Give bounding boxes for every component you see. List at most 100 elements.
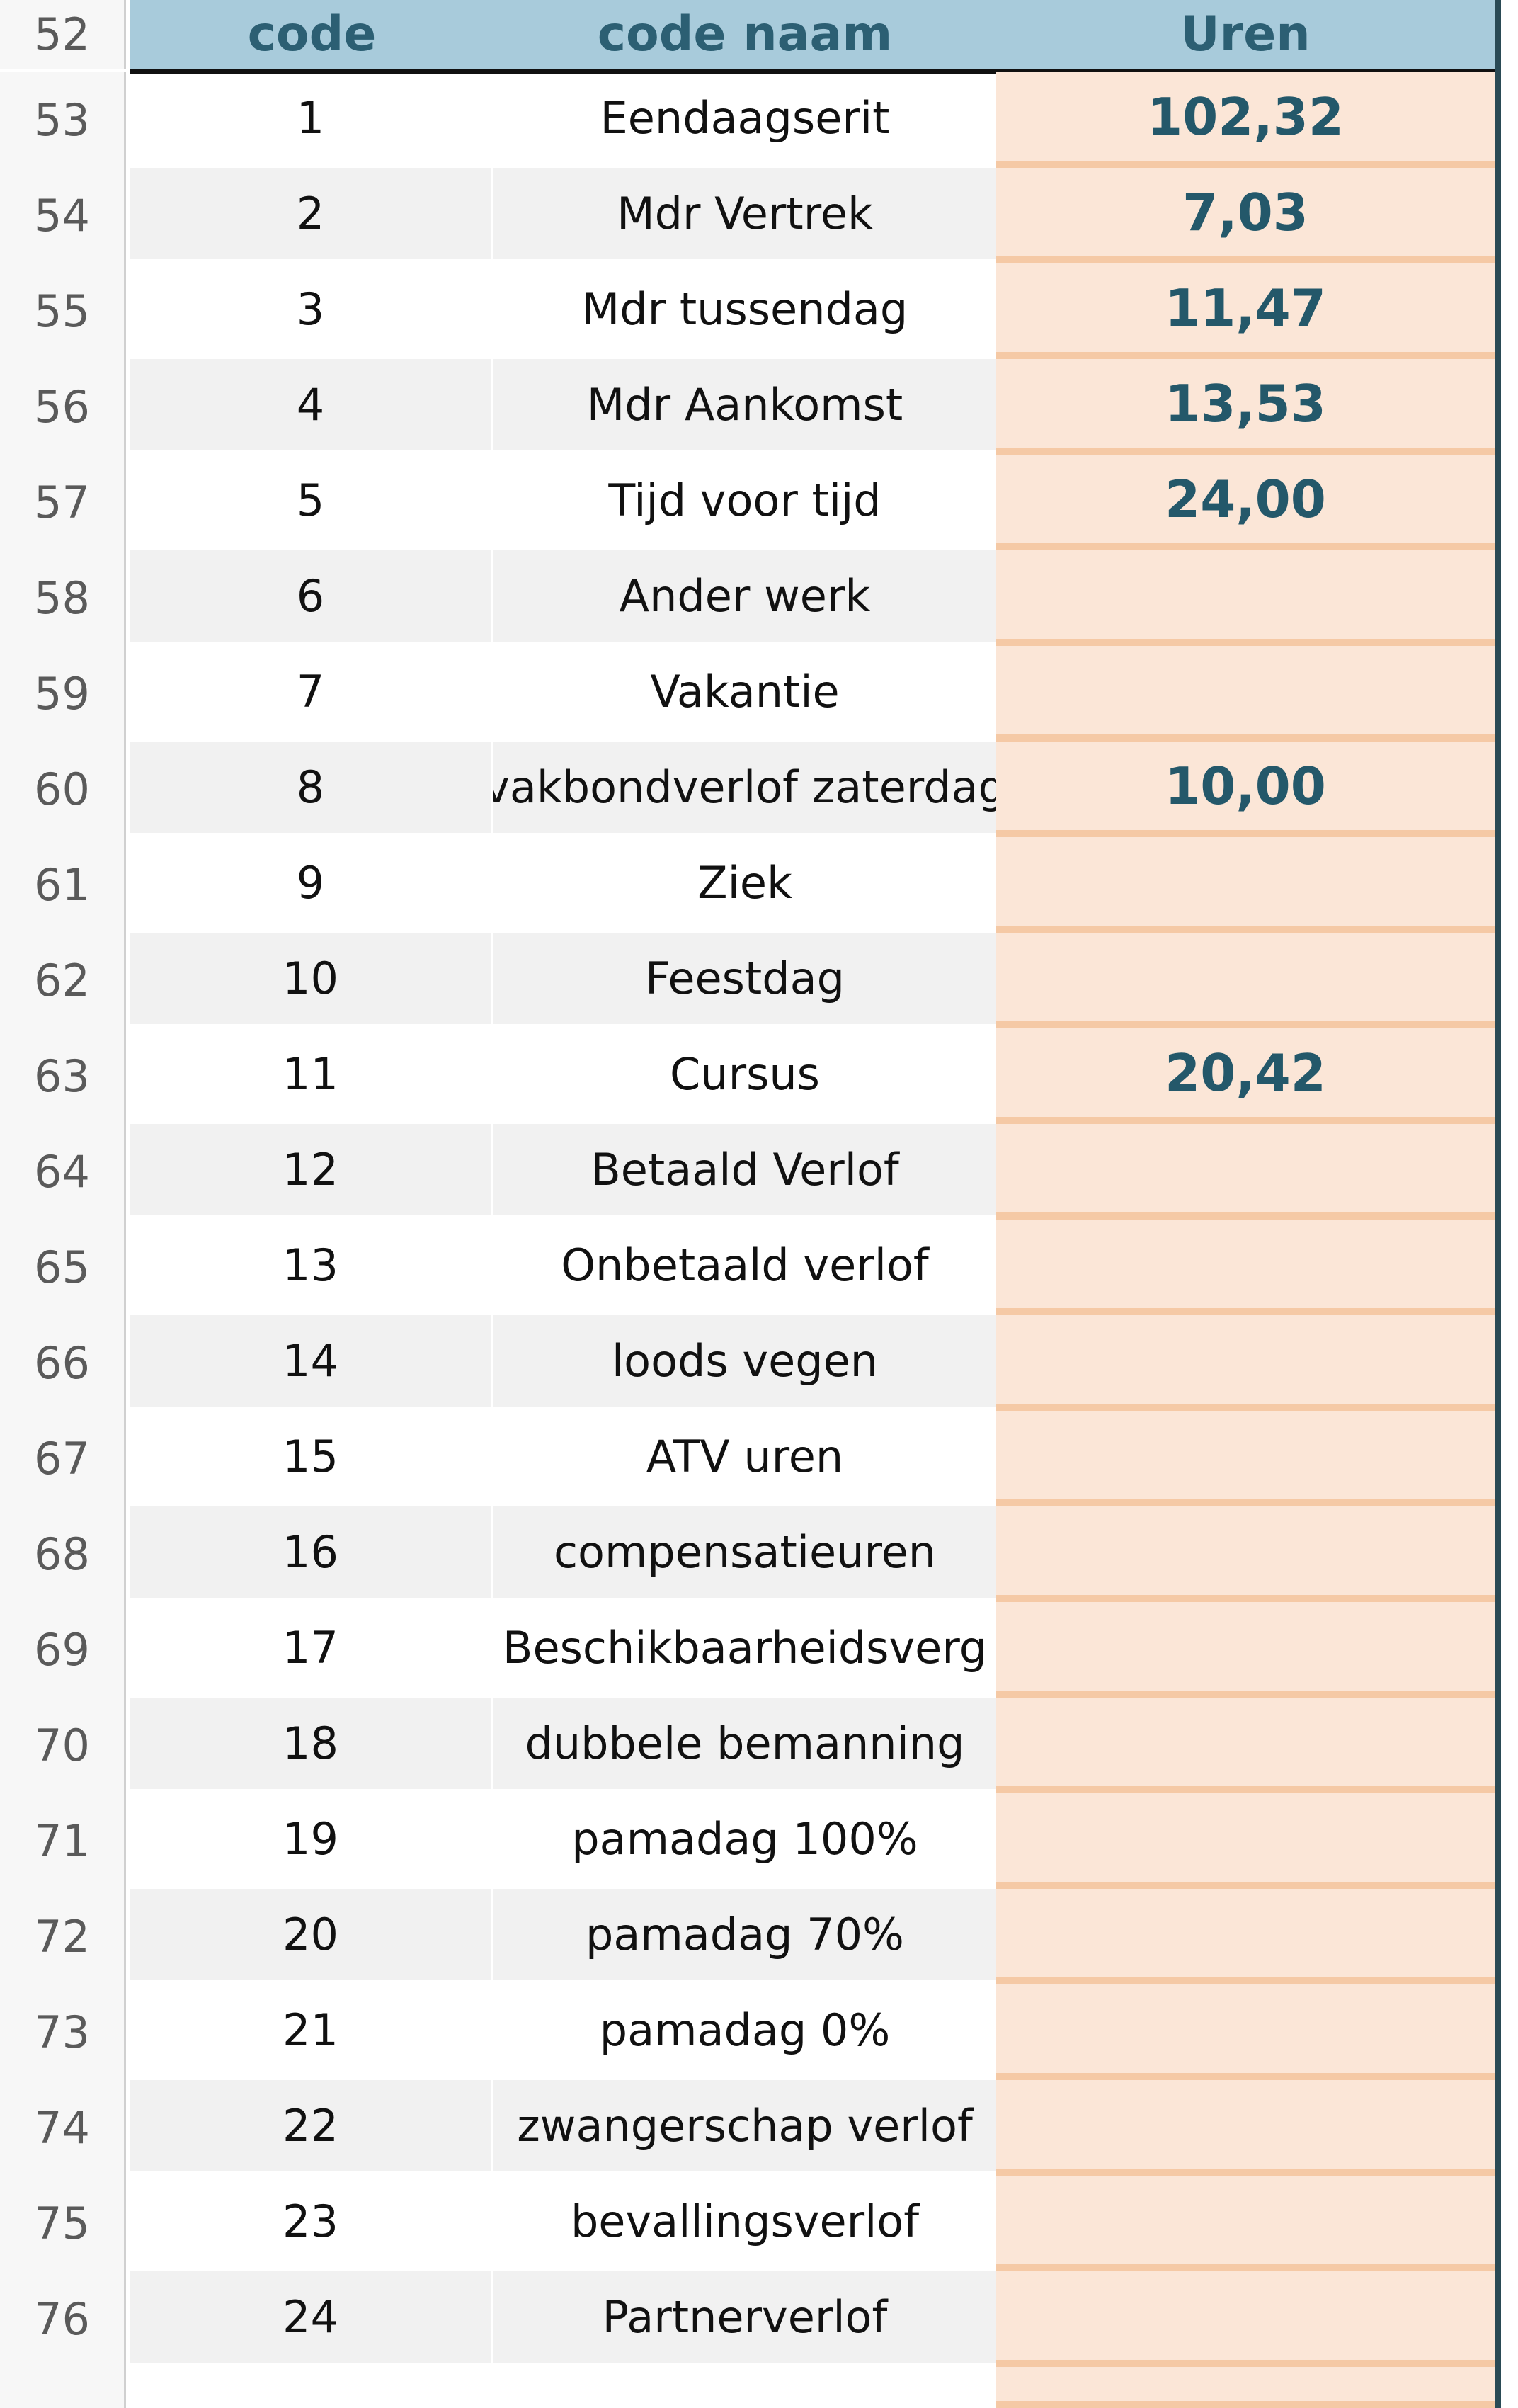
name-cell[interactable]: Eendaagserit xyxy=(600,92,890,144)
hours-cell[interactable] xyxy=(996,1506,1495,1602)
column-header[interactable]: code xyxy=(130,0,493,69)
hours-cell[interactable]: 13,53 xyxy=(996,359,1495,455)
row-number[interactable]: 72 xyxy=(0,1889,126,1984)
name-cell[interactable]: vakbondverlof zaterdag xyxy=(493,742,996,833)
name-cell[interactable]: Betaald Verlof xyxy=(493,1124,996,1215)
hours-cell[interactable] xyxy=(996,1315,1495,1411)
hours-cell[interactable] xyxy=(996,1124,1495,1220)
code-cell[interactable]: 24 xyxy=(130,2271,491,2363)
code-cell[interactable]: 1 xyxy=(296,92,325,144)
name-cell[interactable]: Mdr tussendag xyxy=(581,283,908,335)
code-cell[interactable]: 18 xyxy=(130,1698,491,1789)
row-number[interactable]: 65 xyxy=(0,1220,126,1315)
name-cell[interactable]: Feestdag xyxy=(493,933,996,1024)
name-cell[interactable]: pamadag 0% xyxy=(599,2004,891,2056)
code-cell[interactable]: 6 xyxy=(130,550,491,642)
row-number[interactable]: 64 xyxy=(0,1124,126,1220)
hours-cell[interactable] xyxy=(996,646,1495,742)
row-number[interactable]: 61 xyxy=(0,837,126,933)
hours-cell[interactable] xyxy=(996,550,1495,646)
code-cell[interactable]: 7 xyxy=(296,666,325,717)
name-cell[interactable]: Mdr Vertrek xyxy=(493,168,996,259)
name-cell[interactable]: loods vegen xyxy=(493,1315,996,1407)
row-number[interactable]: 60 xyxy=(0,742,126,837)
hours-cell[interactable]: 102,32 xyxy=(996,72,1495,168)
row-number[interactable]: 62 xyxy=(0,933,126,1028)
row-number[interactable]: 75 xyxy=(0,2176,126,2271)
row-number[interactable]: 56 xyxy=(0,359,126,455)
name-cell[interactable]: bevallingsverlof xyxy=(570,2196,920,2247)
code-cell[interactable]: 10 xyxy=(130,933,491,1024)
name-cell[interactable]: pamadag 100% xyxy=(571,1813,918,1865)
hours-cell[interactable] xyxy=(996,2176,1495,2271)
name-cell[interactable]: Ziek xyxy=(697,857,792,909)
name-cell[interactable]: Ander werk xyxy=(493,550,996,642)
hours-cell[interactable] xyxy=(996,1793,1495,1889)
row-number[interactable]: 71 xyxy=(0,1793,126,1889)
name-cell[interactable]: pamadag 70% xyxy=(493,1889,996,1980)
row-number[interactable]: 69 xyxy=(0,1602,126,1698)
row-number[interactable]: 52 xyxy=(0,0,126,69)
name-cell[interactable]: Beschikbaarheidsverg xyxy=(502,1622,988,1674)
hours-cell[interactable]: 7,03 xyxy=(996,168,1495,263)
name-cell[interactable]: Onbetaald verlof xyxy=(561,1239,929,1291)
column-header[interactable]: code naam xyxy=(493,0,996,69)
code-cell[interactable]: 13 xyxy=(283,1239,338,1291)
hours-cell[interactable] xyxy=(996,1602,1495,1698)
name-cell[interactable]: ATV uren xyxy=(646,1431,844,1482)
row-number[interactable]: 67 xyxy=(0,1411,126,1506)
code-cell[interactable]: 3 xyxy=(296,283,325,335)
code-cell[interactable]: 11 xyxy=(283,1048,338,1100)
hours-cell[interactable] xyxy=(996,933,1495,1028)
row-number[interactable]: 59 xyxy=(0,646,126,742)
name-cell[interactable]: Vakantie xyxy=(650,666,840,717)
row-number[interactable]: 73 xyxy=(0,1984,126,2080)
code-cell[interactable]: 15 xyxy=(283,1431,338,1482)
hours-cell[interactable] xyxy=(996,1984,1495,2080)
hours-cell[interactable]: 10,00 xyxy=(996,742,1495,837)
column-header[interactable]: Uren xyxy=(996,0,1495,69)
row-number[interactable]: 57 xyxy=(0,455,126,550)
row-number[interactable]: 53 xyxy=(0,72,126,168)
hours-cell[interactable]: 11,47 xyxy=(996,263,1495,359)
row-number[interactable]: 76 xyxy=(0,2271,126,2367)
code-cell[interactable]: 21 xyxy=(283,2004,338,2056)
hours-cell[interactable] xyxy=(996,1889,1495,1984)
hours-cell[interactable] xyxy=(996,1411,1495,1506)
code-cell[interactable]: 20 xyxy=(130,1889,491,1980)
hours-cell[interactable] xyxy=(996,2271,1495,2367)
name-cell[interactable]: Mdr Aankomst xyxy=(493,359,996,450)
code-cell[interactable]: 5 xyxy=(296,475,325,526)
row-number[interactable]: 68 xyxy=(0,1506,126,1602)
row-number[interactable]: 54 xyxy=(0,168,126,263)
hours-cell[interactable] xyxy=(996,1698,1495,1793)
row-number[interactable]: 63 xyxy=(0,1028,126,1124)
row-number[interactable]: 58 xyxy=(0,550,126,646)
code-cell[interactable]: 4 xyxy=(130,359,491,450)
name-cell[interactable]: Cursus xyxy=(670,1048,820,1100)
name-cell[interactable]: compensatieuren xyxy=(493,1506,996,1598)
hours-cell[interactable]: 20,42 xyxy=(996,1028,1495,1124)
name-cell[interactable]: dubbele bemanning xyxy=(493,1698,996,1789)
code-cell[interactable]: 2 xyxy=(130,168,491,259)
code-cell[interactable]: 22 xyxy=(130,2080,491,2171)
name-cell[interactable]: Tijd voor tijd xyxy=(608,475,881,526)
row-number[interactable]: 66 xyxy=(0,1315,126,1411)
code-cell[interactable]: 14 xyxy=(130,1315,491,1407)
name-cell[interactable]: zwangerschap verlof xyxy=(493,2080,996,2171)
row-number[interactable]: 74 xyxy=(0,2080,126,2176)
hours-cell[interactable] xyxy=(996,2080,1495,2176)
code-cell[interactable]: 9 xyxy=(296,857,325,909)
name-cell[interactable]: Partnerverlof xyxy=(493,2271,996,2363)
row-number[interactable]: 70 xyxy=(0,1698,126,1793)
code-cell[interactable]: 16 xyxy=(130,1506,491,1598)
code-cell[interactable]: 8 xyxy=(130,742,491,833)
code-cell[interactable]: 19 xyxy=(283,1813,338,1865)
code-cell[interactable]: 17 xyxy=(283,1622,338,1674)
hours-cell[interactable]: 24,00 xyxy=(996,455,1495,550)
code-cell[interactable]: 23 xyxy=(283,2196,338,2247)
hours-cell[interactable] xyxy=(996,1220,1495,1315)
code-cell[interactable]: 12 xyxy=(130,1124,491,1215)
row-number[interactable]: 55 xyxy=(0,263,126,359)
hours-cell[interactable] xyxy=(996,837,1495,933)
